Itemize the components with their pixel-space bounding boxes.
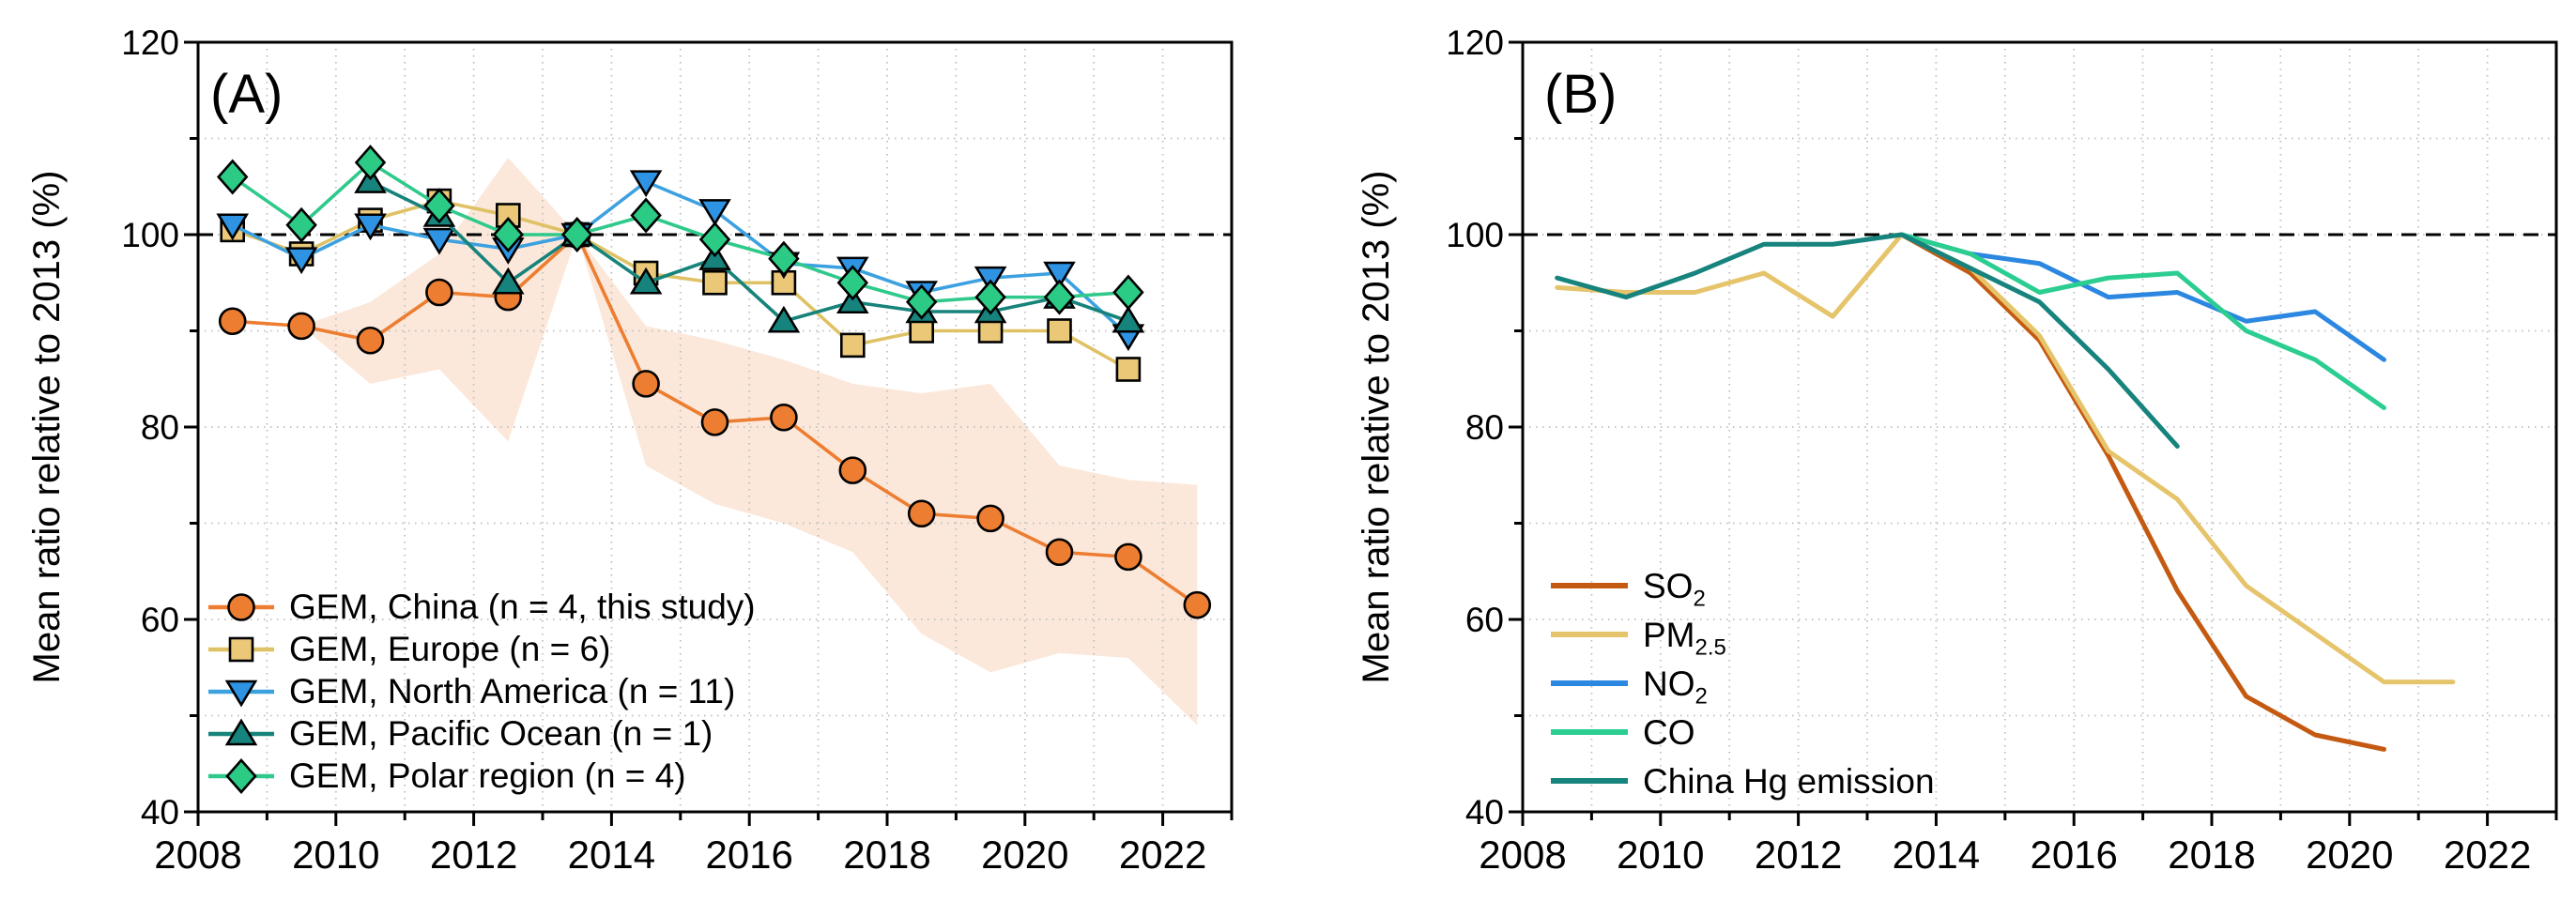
legend-item-label: GEM, North America (n = 11) — [289, 672, 736, 710]
panel-a-y-tick-120: 120 — [121, 23, 179, 62]
legend-sample-triangle-down-icon — [208, 680, 274, 708]
legend-sample-triangle-up-icon — [208, 717, 274, 745]
panel-a-uncertainty-band — [301, 158, 1198, 725]
panel-b-tick-labels: 2008 2010 2012 2014 2016 2018 2020 2022 40 60 80 10… — [1446, 23, 2531, 877]
panel-b-ticks — [1509, 40, 2558, 826]
legend-sample-diamond-icon — [208, 757, 274, 794]
panel-b-x-tick-2022: 2022 — [2444, 832, 2531, 877]
legend-item-label: GEM, Europe (n = 6) — [289, 630, 611, 668]
panel-b-y-tick-40: 40 — [1465, 793, 1504, 832]
legend-item-label: China Hg emission — [1643, 761, 1935, 801]
panel-a-tick-labels: 2008 2010 2012 2014 2016 2018 2020 2022 40 60 80 10… — [121, 23, 1206, 877]
legend-item-panel-a-4: GEM, Polar region (n = 4) — [207, 755, 756, 797]
panel-b-x-tick-2014: 2014 — [1893, 832, 1980, 877]
panel-a-plot-area: 2008 2010 2012 2014 2016 2018 2020 2022 40 60 80 10… — [121, 23, 1234, 877]
legend-item-label: PM2.5 — [1643, 615, 1726, 660]
legend-panel-b: SO2 PM2.5 NO2 CO China Hg emission — [1549, 561, 1935, 805]
legend-item-label: GEM, Polar region (n = 4) — [289, 756, 686, 795]
panel-b-y-tick-100: 100 — [1446, 216, 1504, 254]
panel-a-ticks — [184, 40, 1234, 826]
panel-a-x-tick-2008: 2008 — [154, 832, 241, 877]
legend-item-panel-b-1: PM2.5 — [1549, 610, 1935, 659]
panel-b-x-tick-2010: 2010 — [1617, 832, 1704, 877]
panel-a-x-tick-2022: 2022 — [1119, 832, 1206, 877]
legend-sample-line-icon — [1551, 778, 1628, 784]
y-axis-title-panel-a: Mean ratio relative to 2013 (%) — [26, 170, 68, 684]
legend-panel-a: GEM, China (n = 4, this study) GEM, Europ… — [207, 586, 756, 797]
panel-a-x-tick-2014: 2014 — [568, 832, 655, 877]
panel-b-series-line-2 — [1899, 232, 2386, 362]
legend-item-label: GEM, China (n = 4, this study) — [289, 588, 756, 626]
legend-sample-line-icon — [1551, 680, 1628, 686]
panel-b-x-tick-2016: 2016 — [2030, 832, 2117, 877]
legend-item-label: CO — [1643, 712, 1695, 752]
panel-a-x-tick-2012: 2012 — [430, 832, 517, 877]
legend-sample-square-icon — [208, 636, 274, 662]
legend-item-label: NO2 — [1643, 664, 1708, 709]
legend-item-panel-b-0: SO2 — [1549, 561, 1935, 610]
panel-a-series-line-2 — [230, 179, 1130, 338]
legend-sample-line-icon — [1551, 632, 1628, 637]
panel-a-series-markers-0 — [218, 221, 1212, 619]
legend-item-panel-b-4: China Hg emission — [1549, 756, 1935, 805]
legend-sample-circle-icon — [208, 592, 274, 621]
panel-a-series-line-3 — [368, 179, 1130, 324]
legend-item-panel-a-0: GEM, China (n = 4, this study) — [207, 586, 756, 628]
panel-b-series-line-4 — [1555, 232, 2180, 449]
panel-b-series-line-0 — [1899, 232, 2386, 752]
legend-item-panel-b-3: CO — [1549, 708, 1935, 756]
panel-a-y-tick-100: 100 — [121, 216, 179, 254]
panel-b-y-tick-80: 80 — [1465, 408, 1504, 447]
panel-a-x-tick-2020: 2020 — [981, 832, 1068, 877]
panel-a-series-markers-4 — [216, 145, 1144, 320]
panel-label-b: (B) — [1544, 64, 1618, 125]
legend-item-panel-a-3: GEM, Pacific Ocean (n = 1) — [207, 712, 756, 755]
panel-label-a: (A) — [210, 64, 284, 125]
panel-b-series-line-1 — [1555, 232, 2456, 685]
y-axis-title-panel-b: Mean ratio relative to 2013 (%) — [1356, 170, 1397, 684]
panel-b-series-line-3 — [1899, 232, 2386, 410]
panel-b-y-tick-120: 120 — [1446, 23, 1504, 62]
panel-b-plot-area: 2008 2010 2012 2014 2016 2018 2020 2022 40 60 80 10… — [1446, 23, 2558, 877]
panel-a-y-tick-80: 80 — [141, 408, 179, 447]
legend-item-panel-b-2: NO2 — [1549, 659, 1935, 708]
legend-sample-line-icon — [1551, 583, 1628, 588]
legend-sample-line-icon — [1551, 729, 1628, 735]
legend-item-label: SO2 — [1643, 566, 1706, 611]
legend-item-panel-a-1: GEM, Europe (n = 6) — [207, 628, 756, 670]
panel-a-x-tick-2016: 2016 — [705, 832, 792, 877]
panel-b-y-tick-60: 60 — [1465, 601, 1504, 639]
panel-a-y-tick-60: 60 — [141, 601, 179, 639]
panel-b-x-tick-2008: 2008 — [1479, 832, 1566, 877]
panel-b-x-tick-2020: 2020 — [2306, 832, 2393, 877]
panel-a-y-tick-40: 40 — [141, 793, 179, 832]
legend-item-label: GEM, Pacific Ocean (n = 1) — [289, 714, 713, 753]
panel-a-x-tick-2010: 2010 — [292, 832, 379, 877]
panel-b-x-tick-2018: 2018 — [2168, 832, 2255, 877]
panel-a-x-tick-2018: 2018 — [843, 832, 930, 877]
panel-b-x-tick-2012: 2012 — [1755, 832, 1842, 877]
legend-item-panel-a-2: GEM, North America (n = 11) — [207, 670, 756, 712]
